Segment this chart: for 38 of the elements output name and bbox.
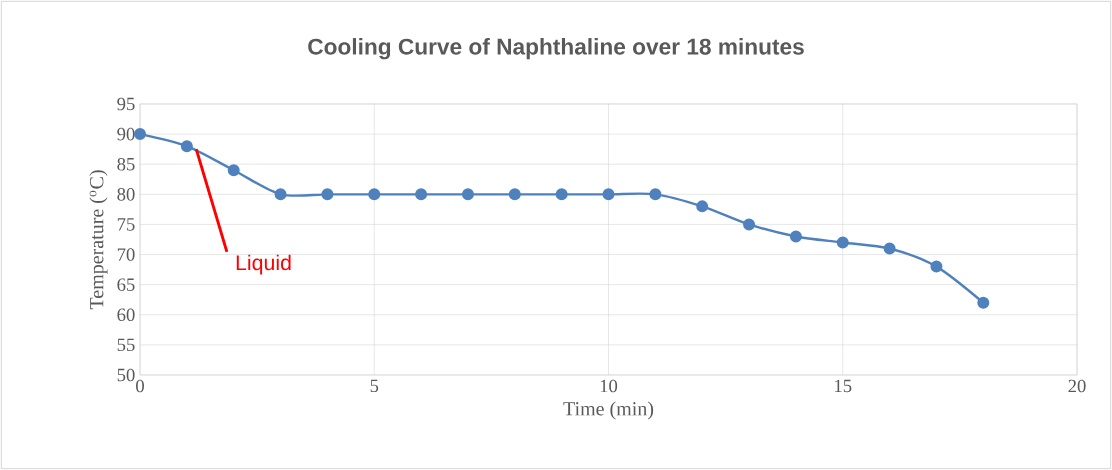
point [743,218,756,231]
point [508,188,521,201]
point [461,188,474,201]
point [789,230,802,243]
point [696,200,709,213]
y-tick-label: 60 [117,308,135,322]
x-tick-label: 5 [370,379,379,393]
point [134,128,147,141]
point [415,188,428,201]
y-tick-label: 50 [117,368,135,382]
annotation: Liquid [236,254,291,275]
point [649,188,662,201]
point [836,236,849,249]
point [555,188,568,201]
point [227,164,240,177]
point [930,260,943,273]
x-tick-label: 15 [835,379,852,393]
y-tick-label: 90 [117,127,135,141]
y-tick-label: 80 [117,188,135,201]
y-tick-label: 75 [117,218,135,231]
y-tick-label: 65 [117,278,135,291]
point [180,140,193,153]
x-tick-label: 0 [136,379,144,393]
point [368,188,381,201]
point [883,242,896,255]
point [321,188,334,201]
x-tick-label: 10 [600,379,618,393]
point [274,188,287,201]
y-tick-label: 70 [117,248,135,261]
y-tick-label: 55 [117,338,135,352]
y-tick-label: 95 [117,97,135,111]
x-tick-label: 20 [1068,379,1086,393]
y-axis-title: Temperature ($^{o}$C) [89,170,108,310]
chart-title: Cooling Curve of Naphthaline over 18 minutes [308,38,804,60]
x-axis-title: Time (min) [563,401,654,420]
point [977,296,990,309]
point [602,188,615,201]
y-tick-label: 85 [117,157,135,171]
